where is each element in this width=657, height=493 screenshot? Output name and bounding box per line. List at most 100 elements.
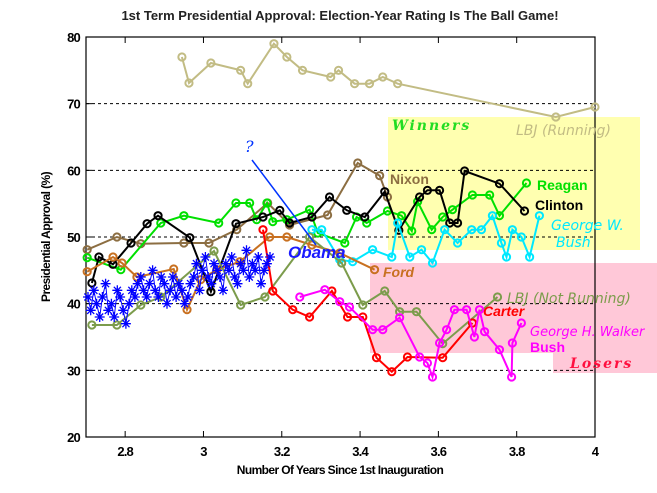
data-point	[340, 238, 350, 248]
data-point	[262, 198, 272, 208]
data-point	[349, 79, 360, 89]
data-point	[342, 205, 352, 215]
data-point	[516, 232, 526, 242]
data-point	[407, 226, 417, 236]
data-point	[358, 300, 368, 310]
data-point	[231, 198, 241, 208]
data-point	[285, 218, 295, 228]
data-point	[282, 232, 292, 242]
data-point	[106, 298, 117, 309]
data-point	[82, 267, 92, 277]
data-point	[132, 278, 143, 289]
losers-region-tail	[553, 353, 657, 373]
data-point	[247, 258, 258, 269]
data-point	[304, 312, 315, 322]
x-axis-label: Number Of Years Since 1st Inauguration	[237, 463, 444, 477]
data-point	[112, 232, 122, 242]
question-annotation: ?	[245, 137, 254, 156]
data-point	[427, 258, 438, 268]
data-point	[126, 238, 136, 248]
data-point	[103, 305, 114, 316]
carter-label: Carter	[483, 303, 526, 319]
data-point	[250, 265, 261, 276]
series-clinton	[87, 166, 530, 297]
data-point	[203, 272, 214, 282]
data-point	[256, 278, 266, 289]
data-point	[238, 265, 249, 276]
data-point	[87, 320, 97, 330]
data-point	[129, 292, 140, 302]
data-point	[223, 265, 234, 276]
data-point	[226, 252, 237, 262]
data-point	[126, 285, 137, 296]
gwb-label-1: George W.	[551, 218, 624, 234]
data-point	[320, 285, 330, 295]
data-point	[258, 212, 268, 222]
series-line	[311, 213, 541, 265]
data-point	[427, 372, 438, 382]
data-point	[422, 358, 433, 368]
data-point	[179, 298, 190, 309]
data-point	[393, 79, 403, 89]
data-point	[496, 238, 507, 248]
data-point	[169, 264, 179, 274]
y-tick-label: 20	[67, 430, 80, 445]
data-point	[387, 367, 397, 377]
data-point	[142, 219, 152, 229]
data-point	[218, 285, 228, 296]
data-point	[109, 312, 120, 322]
data-point	[112, 320, 122, 330]
data-point	[469, 332, 480, 342]
data-point	[344, 302, 355, 312]
data-point	[335, 248, 345, 258]
series-line	[90, 169, 526, 295]
data-point	[380, 187, 390, 197]
data-point	[405, 252, 415, 262]
data-point	[171, 292, 182, 302]
y-axis-label: Presidential Approval (%)	[39, 171, 53, 302]
data-point	[375, 171, 385, 181]
lbj-not-running-label: LBJ (Not Running)	[507, 291, 631, 307]
data-point	[442, 325, 452, 335]
data-point	[368, 245, 378, 255]
data-point	[231, 219, 241, 229]
data-point	[467, 225, 477, 235]
data-point	[156, 218, 166, 228]
data-point	[141, 292, 152, 302]
data-point	[147, 265, 158, 276]
data-point	[282, 52, 292, 62]
x-tick-label: 3.6	[431, 444, 447, 459]
x-tick-label: 3	[200, 444, 207, 459]
data-point	[476, 225, 487, 235]
data-point	[413, 197, 423, 207]
data-point	[414, 192, 425, 202]
x-tick-label: 2.8	[117, 444, 133, 459]
ford-label: Ford	[383, 264, 415, 280]
data-point	[156, 272, 167, 282]
data-point	[173, 278, 184, 289]
data-point	[492, 292, 503, 302]
data-point	[447, 205, 458, 215]
data-point	[494, 345, 505, 355]
y-tick-label: 40	[67, 297, 80, 312]
data-point	[112, 285, 123, 296]
series-group	[82, 39, 600, 382]
data-point	[521, 178, 532, 188]
data-point	[179, 211, 189, 221]
series-george-h-walker-bush	[295, 285, 526, 382]
data-point	[516, 318, 526, 328]
data-point	[185, 233, 195, 243]
data-point	[258, 225, 268, 235]
data-point	[150, 285, 161, 296]
data-point	[82, 253, 92, 263]
data-point	[214, 218, 224, 228]
series-line	[299, 288, 523, 381]
gwb-label-2: Bush	[556, 235, 591, 251]
data-point	[551, 112, 561, 122]
data-point	[144, 278, 155, 289]
data-point	[479, 327, 490, 337]
data-point	[411, 307, 422, 317]
data-point	[353, 158, 363, 168]
data-point	[333, 65, 344, 75]
data-point	[209, 246, 219, 256]
